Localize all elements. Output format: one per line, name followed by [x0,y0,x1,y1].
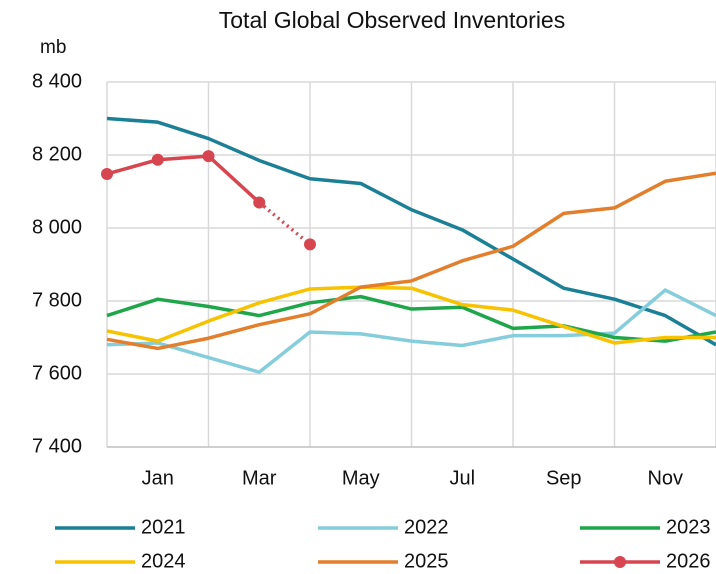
point [253,196,266,209]
x-tick-label: Sep [546,467,582,489]
point [151,153,164,166]
series-line [106,116,716,347]
legend-label: 2025 [404,550,449,572]
legend-label: 2023 [666,516,711,538]
y-tick-label: 7 400 [32,435,82,457]
legend-label: 2022 [404,516,449,538]
legend-label: 2021 [141,516,186,538]
series-line [106,294,716,343]
y-axis-label: mb [40,37,66,58]
y-tick-label: 7 600 [32,362,82,384]
series-line-dotted [258,201,312,246]
x-tick-label: May [342,467,380,489]
x-tick-label: Jul [449,467,475,489]
x-tick-label: Nov [647,467,683,489]
legend-label: 2024 [141,550,186,572]
legend-marker [614,556,626,568]
series-line [106,285,716,345]
point [202,150,215,163]
y-tick-label: 8 200 [32,143,82,165]
legend-label: 2026 [666,550,711,572]
point [101,167,113,180]
series-line [106,154,261,204]
x-tick-label: Mar [242,467,277,489]
y-tick-label: 7 800 [32,289,82,311]
chart-title: Total Global Observed Inventories [219,7,565,33]
series-line [106,171,716,351]
point [304,238,316,251]
series-line [106,288,716,374]
x-tick-label: Jan [142,467,174,489]
y-tick-label: 8 000 [32,216,82,238]
y-tick-label: 8 400 [32,70,82,92]
